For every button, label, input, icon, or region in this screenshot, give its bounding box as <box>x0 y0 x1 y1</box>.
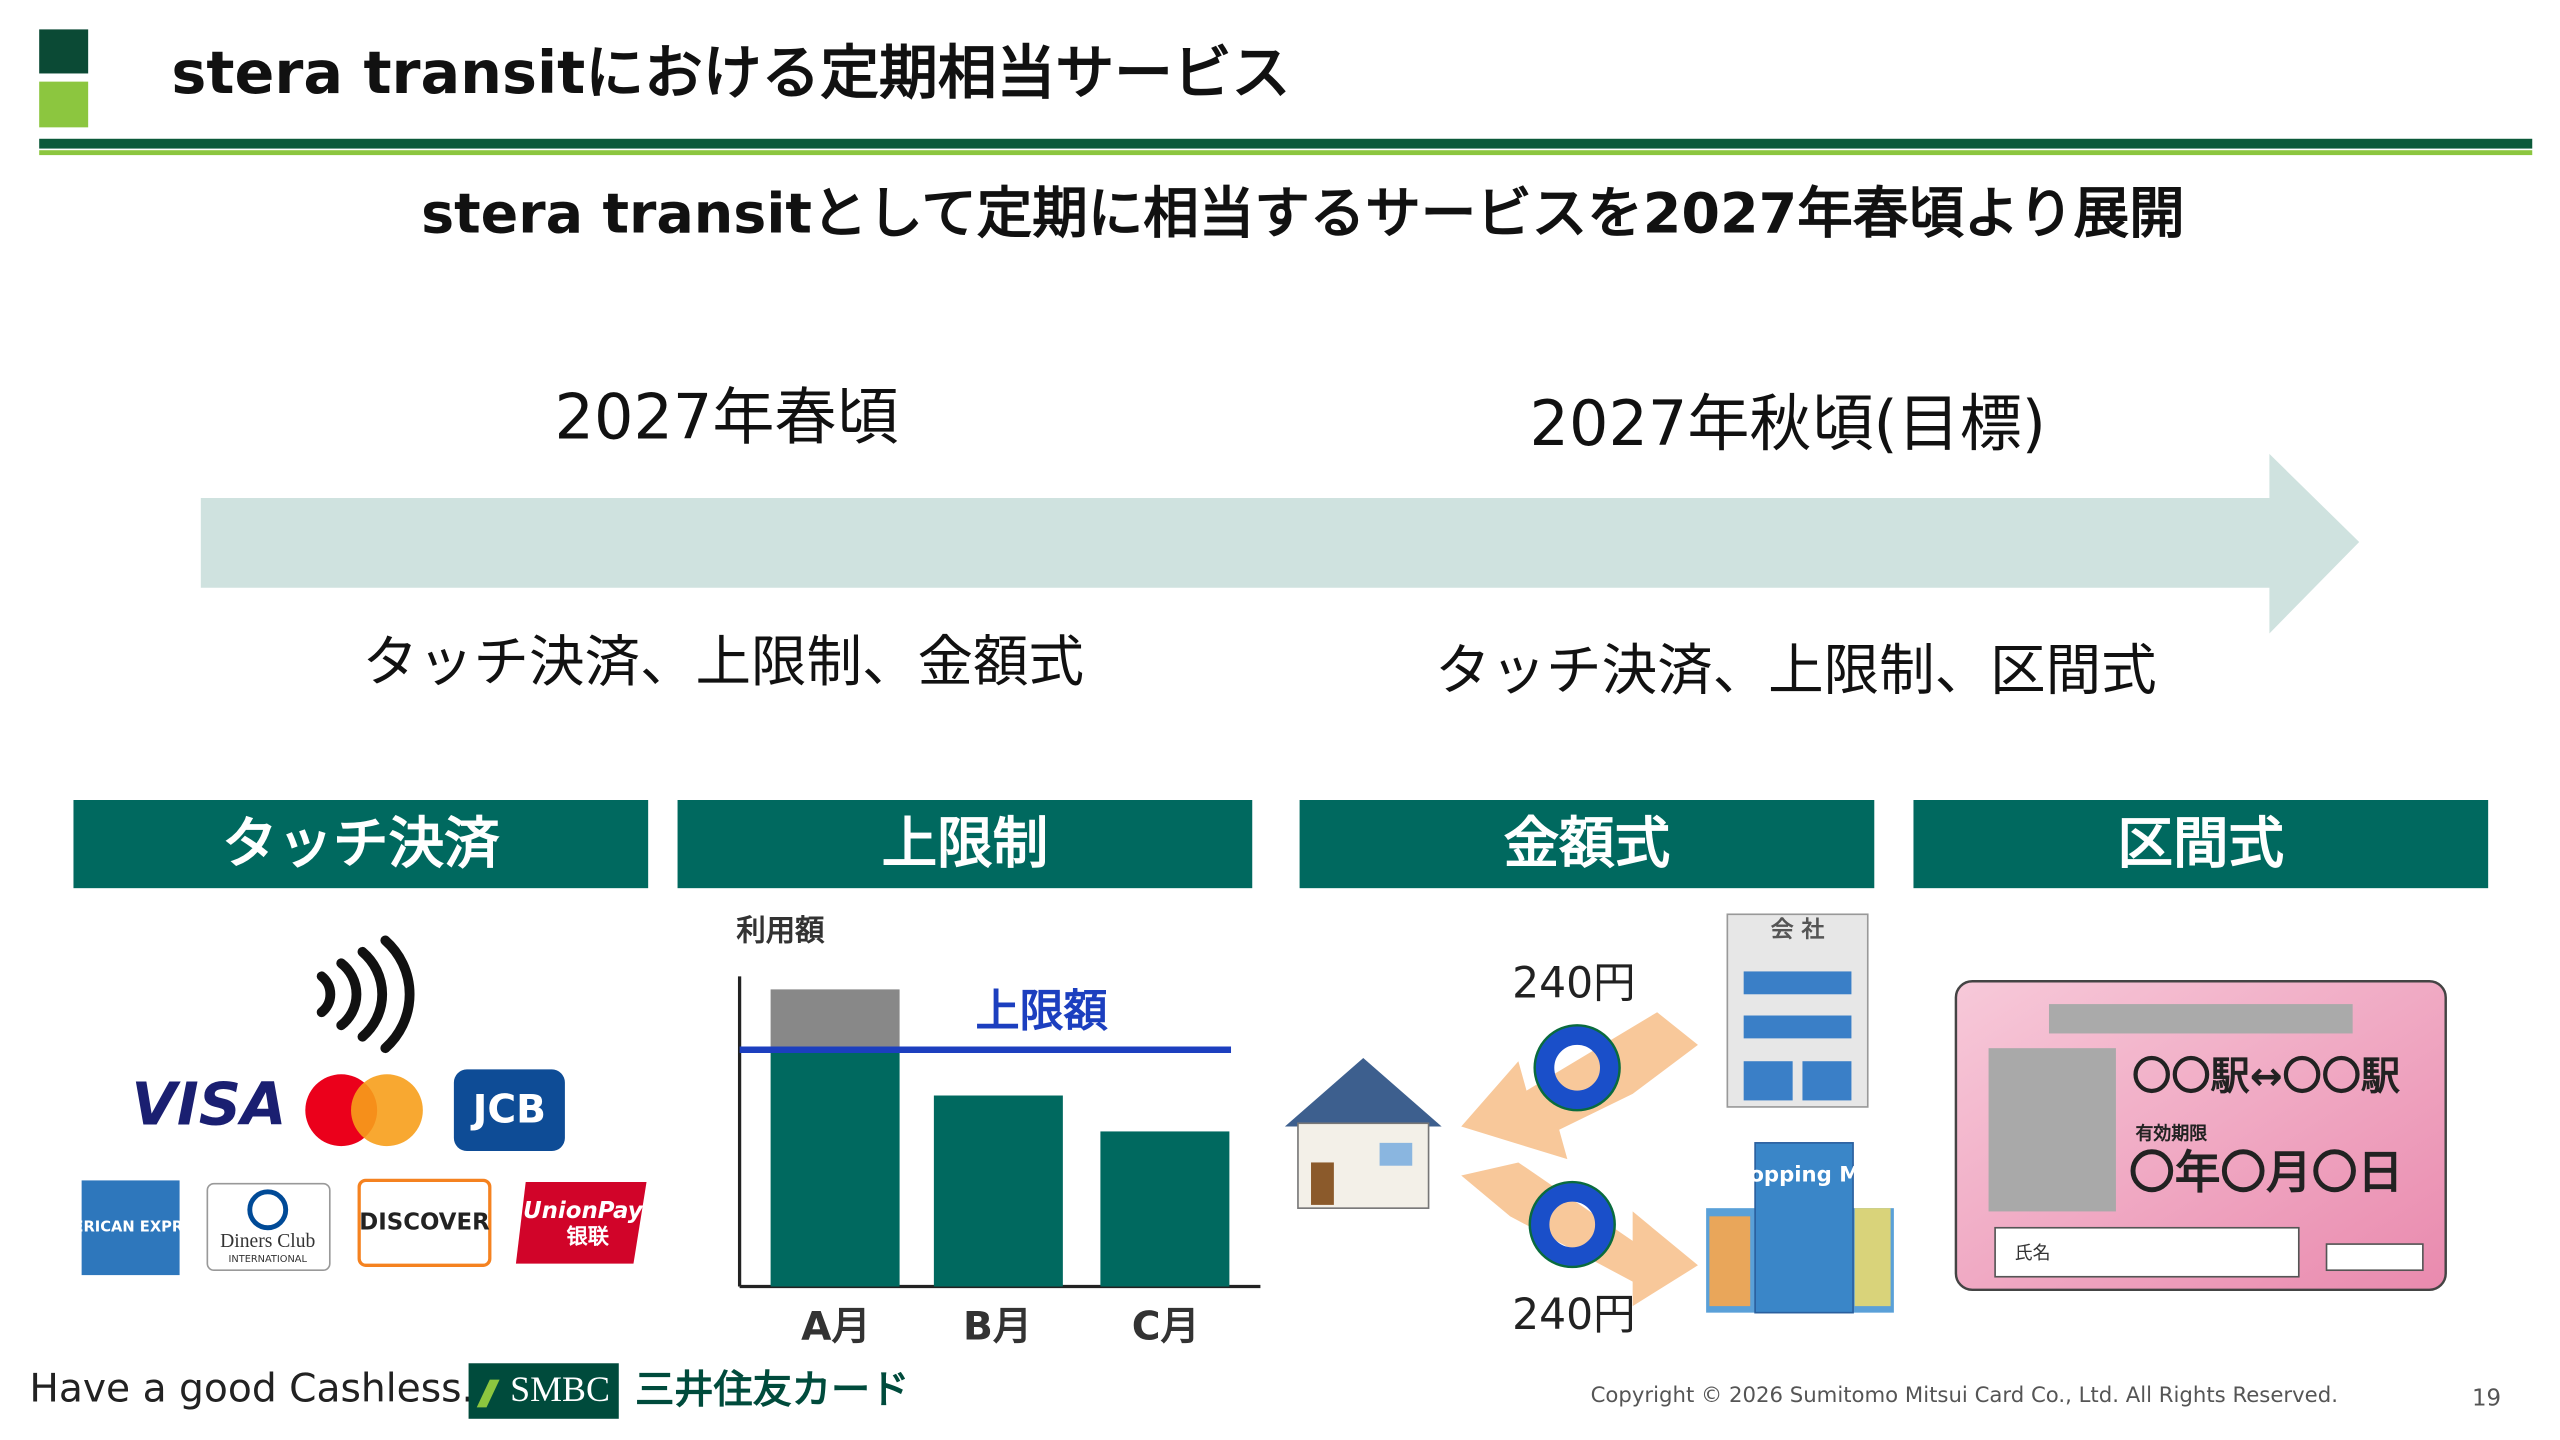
card-stripe <box>2048 1004 2353 1034</box>
mastercard-logo <box>351 1074 423 1147</box>
header-square <box>39 29 89 74</box>
phase-features: タッチ決済、上限制、区間式 <box>1435 638 2157 703</box>
unionpay-logo <box>515 1182 647 1264</box>
ring <box>1528 1180 1616 1269</box>
section-title: 区間式 <box>2118 811 2285 876</box>
brand-logo: 银联 <box>567 1225 610 1250</box>
section-header <box>1913 800 2489 889</box>
tagline: Have a good Cashless. <box>29 1367 474 1412</box>
brand-logo: VISA <box>131 1070 286 1139</box>
brand-logo: JCB <box>470 1087 546 1132</box>
mall-illustration <box>1706 1142 1894 1314</box>
brand-logo: Diners Club <box>220 1231 315 1252</box>
phase-period: 2027年秋頃(目標) <box>1530 387 2046 460</box>
copyright: Copyright © 2026 Sumitomo Mitsui Card Co… <box>1591 1383 2338 1408</box>
section-title: 金額式 <box>1504 811 1671 876</box>
bank-name: SMBC <box>510 1369 610 1409</box>
smbc-logo <box>476 1379 500 1408</box>
headline: stera transitとして定期に相当するサービスを2027年春頃より展開 <box>421 181 2184 246</box>
ring <box>1534 1025 1620 1111</box>
contactless-icon <box>316 935 415 1054</box>
house-illustration <box>1284 1057 1442 1209</box>
phase-period: 2027年春頃 <box>555 380 899 453</box>
brand-logo: DISCOVER <box>359 1209 490 1235</box>
flow-arrow <box>1461 1012 1698 1160</box>
company-name: 三井住友カード <box>635 1368 909 1413</box>
section-header <box>73 800 649 889</box>
ring <box>1533 1024 1621 1112</box>
bar <box>1100 1131 1230 1287</box>
page-number: 19 <box>2472 1386 2501 1412</box>
month-label: B月 <box>963 1304 1032 1349</box>
ring <box>1529 1182 1615 1267</box>
bar <box>770 1049 900 1287</box>
card-name-label: 氏名 <box>2015 1243 2051 1264</box>
section-header <box>677 800 1253 889</box>
section-header <box>1299 800 1875 889</box>
flow-arrow <box>1461 1162 1698 1307</box>
month-label: A月 <box>801 1304 871 1349</box>
phase-features: タッチ決済、上限制、金額式 <box>363 630 1085 695</box>
card-field <box>2325 1243 2424 1272</box>
bar <box>933 1095 1063 1287</box>
jcb-logo <box>453 1069 565 1152</box>
fare-amount: 240円 <box>1512 1291 1635 1340</box>
brand-logo: INTERNATIONAL <box>229 1254 308 1265</box>
building-label: Shopping Mall <box>1719 1163 1889 1188</box>
limit-label: 上限額 <box>976 986 1109 1037</box>
axis-label: 利用額 <box>736 914 825 948</box>
header-square <box>39 81 89 128</box>
timeline-arrow <box>200 453 2360 634</box>
card-route: 〇〇駅↔〇〇駅 <box>2132 1055 2400 1100</box>
brand-logo: AMERICAN EXPRESS <box>47 1219 213 1236</box>
card-name-field <box>1994 1226 2300 1278</box>
amex-logo <box>81 1180 180 1276</box>
title: stera transitにおける定期相当サービス <box>171 38 1290 107</box>
discover-logo <box>357 1178 492 1267</box>
header-rule <box>39 150 2533 156</box>
section-title: 上限制 <box>882 811 1049 876</box>
over-limit-bar <box>770 989 900 1050</box>
card-validity-label: 有効期限 <box>2136 1123 2208 1145</box>
building-label: 会 社 <box>1771 917 1825 943</box>
section-title: タッチ決済 <box>222 811 500 876</box>
fare-amount: 240円 <box>1512 960 1635 1009</box>
header-rule <box>39 138 2533 149</box>
brand-logo: UnionPay <box>523 1198 644 1224</box>
card-photo <box>1988 1048 2116 1212</box>
card-validity: 〇年〇月〇日 <box>2129 1146 2403 1199</box>
diners-logo <box>247 1189 289 1231</box>
office-illustration <box>1726 913 1869 1108</box>
month-label: C月 <box>1132 1304 1200 1349</box>
